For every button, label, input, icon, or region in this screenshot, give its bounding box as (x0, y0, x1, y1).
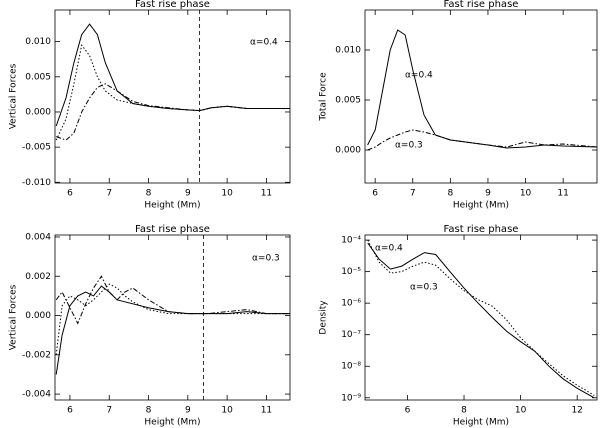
data-line (55, 283, 290, 355)
x-axis-label: Height (Mm) (144, 418, 200, 428)
x-tick-label: 8 (461, 406, 467, 416)
y-tick-label: 0.004 (25, 232, 51, 242)
x-tick-label: 7 (410, 189, 416, 199)
y-tick-label: 0.000 (335, 146, 361, 156)
x-tick-label: 12 (571, 406, 582, 416)
y-tick-label: 10⁻⁸ (341, 362, 361, 372)
y-tick-label: 0.000 (25, 107, 51, 117)
data-line (367, 242, 595, 399)
annotation: α=0.3 (252, 254, 280, 264)
y-tick-label: 0.002 (25, 272, 51, 282)
chart-title: Fast rise phase (135, 0, 210, 10)
x-tick-label: 7 (106, 406, 112, 416)
annotation: α=0.4 (375, 244, 403, 254)
x-axis-label: Height (Mm) (144, 201, 200, 211)
chart-title: Fast rise phase (444, 0, 519, 10)
x-tick-label: 10 (221, 189, 233, 199)
x-tick-label: 9 (485, 189, 491, 199)
y-axis-label: Density (319, 300, 329, 335)
y-tick-label: 10⁻⁷ (341, 330, 361, 340)
x-tick-label: 11 (557, 189, 568, 199)
plot-frame (364, 9, 598, 184)
chart-title: Fast rise phase (444, 224, 519, 235)
data-line (55, 285, 290, 375)
x-axis-label: Height (Mm) (453, 418, 509, 428)
y-axis-label: Vertical Forces (9, 284, 19, 350)
x-tick-label: 7 (106, 189, 112, 199)
plot-frame (364, 234, 598, 401)
y-tick-label: 0.000 (25, 311, 51, 321)
y-tick-label: 0.005 (25, 72, 51, 82)
y-axis-label: Total Force (319, 72, 329, 122)
chart-title: Fast rise phase (135, 224, 210, 235)
y-tick-label: 10⁻⁴ (341, 236, 361, 246)
x-tick-label: 8 (146, 406, 152, 416)
data-line (55, 44, 290, 141)
y-tick-label: -0.005 (22, 143, 51, 153)
data-line (367, 29, 598, 149)
x-tick-label: 6 (67, 189, 73, 199)
y-tick-label: 10⁻⁹ (341, 393, 361, 403)
y-tick-label: -0.010 (22, 178, 51, 188)
x-tick-label: 8 (146, 189, 152, 199)
x-tick-label: 6 (405, 406, 411, 416)
y-tick-label: 0.005 (335, 96, 361, 106)
y-tick-label: -0.004 (22, 390, 51, 400)
x-tick-label: 11 (261, 189, 272, 199)
x-tick-label: 6 (67, 406, 73, 416)
y-tick-label: 10⁻⁵ (341, 267, 361, 277)
data-line (56, 83, 290, 141)
x-tick-label: 9 (185, 189, 191, 199)
x-tick-label: 8 (447, 189, 453, 199)
y-tick-label: 0.010 (335, 46, 361, 56)
x-tick-label: 6 (372, 189, 378, 199)
y-tick-label: 0.010 (25, 37, 51, 47)
annotation: α=0.4 (405, 71, 433, 81)
y-tick-label: 10⁻⁶ (341, 299, 361, 309)
x-tick-label: 11 (261, 406, 272, 416)
data-line (367, 129, 598, 151)
x-tick-label: 10 (221, 406, 233, 416)
data-line (55, 275, 290, 325)
x-tick-label: 9 (185, 406, 191, 416)
x-axis-label: Height (Mm) (453, 201, 509, 211)
annotation: α=0.3 (395, 141, 423, 151)
plot-frame (54, 9, 291, 184)
data-line (367, 239, 595, 396)
annotation: α=0.3 (410, 283, 438, 293)
y-axis-label: Vertical Forces (9, 63, 19, 129)
annotation: α=0.4 (250, 38, 278, 48)
x-tick-label: 10 (515, 406, 527, 416)
y-tick-label: -0.002 (22, 350, 51, 360)
x-tick-label: 10 (520, 189, 532, 199)
plot-frame (54, 234, 291, 401)
